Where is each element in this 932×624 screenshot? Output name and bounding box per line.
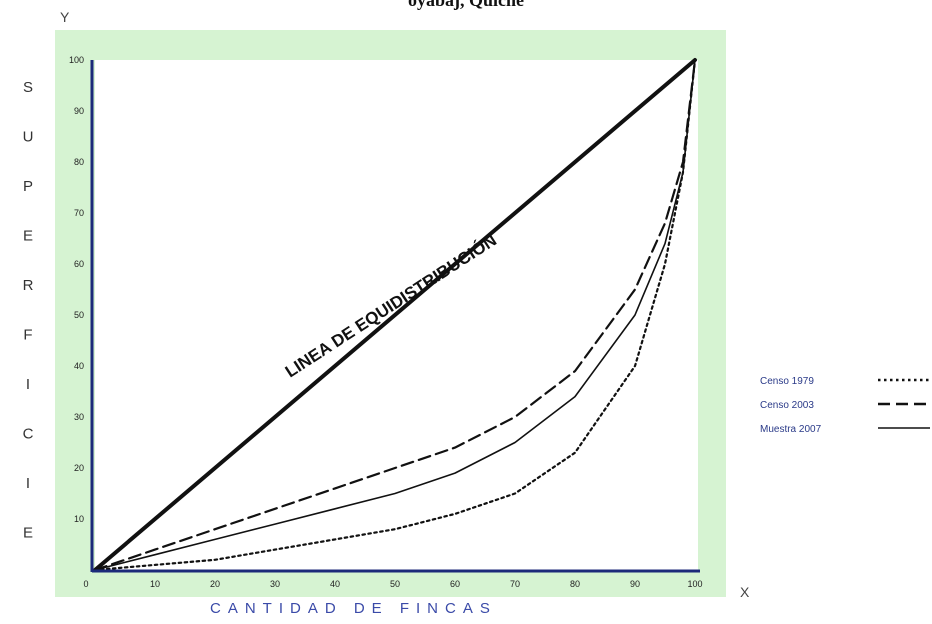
x-tick-label: 0: [83, 579, 88, 589]
y-tick-label: 60: [74, 259, 84, 269]
y-label-letter: E: [23, 228, 33, 245]
series-line: [93, 58, 697, 572]
y-label-letter: I: [26, 376, 30, 393]
x-tick-label: 50: [390, 579, 400, 589]
series-line: [93, 58, 697, 572]
series-lines: [93, 58, 697, 572]
legend-label: Muestra 2007: [760, 424, 822, 435]
series-line: [94, 59, 696, 571]
chart-title: oyabaj, Quiché: [408, 0, 524, 10]
y-label-letter: U: [23, 129, 34, 146]
y-tick-label: 40: [74, 361, 84, 371]
y-label-letter: R: [23, 277, 34, 294]
y-tick-label: 20: [74, 463, 84, 473]
x-tick-label: 10: [150, 579, 160, 589]
y-axis-letter: Y: [60, 9, 70, 25]
y-tick-label: 10: [74, 514, 84, 524]
x-tick-label: 100: [687, 579, 702, 589]
x-tick-label: 60: [450, 579, 460, 589]
y-tick-label: 30: [74, 412, 84, 422]
x-tick-label: 70: [510, 579, 520, 589]
y-tick-label: 80: [74, 157, 84, 167]
legend-label: Censo 2003: [760, 400, 814, 411]
x-tick-label: 90: [630, 579, 640, 589]
y-label-letter: C: [23, 426, 34, 443]
y-tick-label: 90: [74, 106, 84, 116]
legend-label: Censo 1979: [760, 376, 814, 387]
x-axis-label: CANTIDAD DE FINCAS: [210, 600, 497, 617]
legend: Censo 1979 Censo 2003 Muestra 2007: [760, 376, 930, 435]
y-label-letter: P: [23, 178, 33, 195]
x-tick-label: 80: [570, 579, 580, 589]
y-label-letter: E: [23, 525, 33, 542]
y-tick-label: 100: [69, 55, 84, 65]
x-tick-label: 30: [270, 579, 280, 589]
y-label-letter: F: [23, 327, 32, 344]
y-tick-labels: 10 20 30 40 50 60 70 80 90 100: [69, 55, 84, 524]
y-tick-label: 50: [74, 310, 84, 320]
x-axis-letter: X: [740, 584, 750, 600]
x-tick-label: 20: [210, 579, 220, 589]
y-tick-label: 70: [74, 208, 84, 218]
y-label-letter: I: [26, 475, 30, 492]
y-axis-label: S U P E R F I C I E: [23, 79, 34, 542]
x-tick-labels: 0 10 20 30 40 50 60 70 80 90 100: [83, 579, 702, 589]
equidistribution-line: [93, 58, 697, 572]
y-label-letter: S: [23, 79, 33, 96]
x-tick-label: 40: [330, 579, 340, 589]
